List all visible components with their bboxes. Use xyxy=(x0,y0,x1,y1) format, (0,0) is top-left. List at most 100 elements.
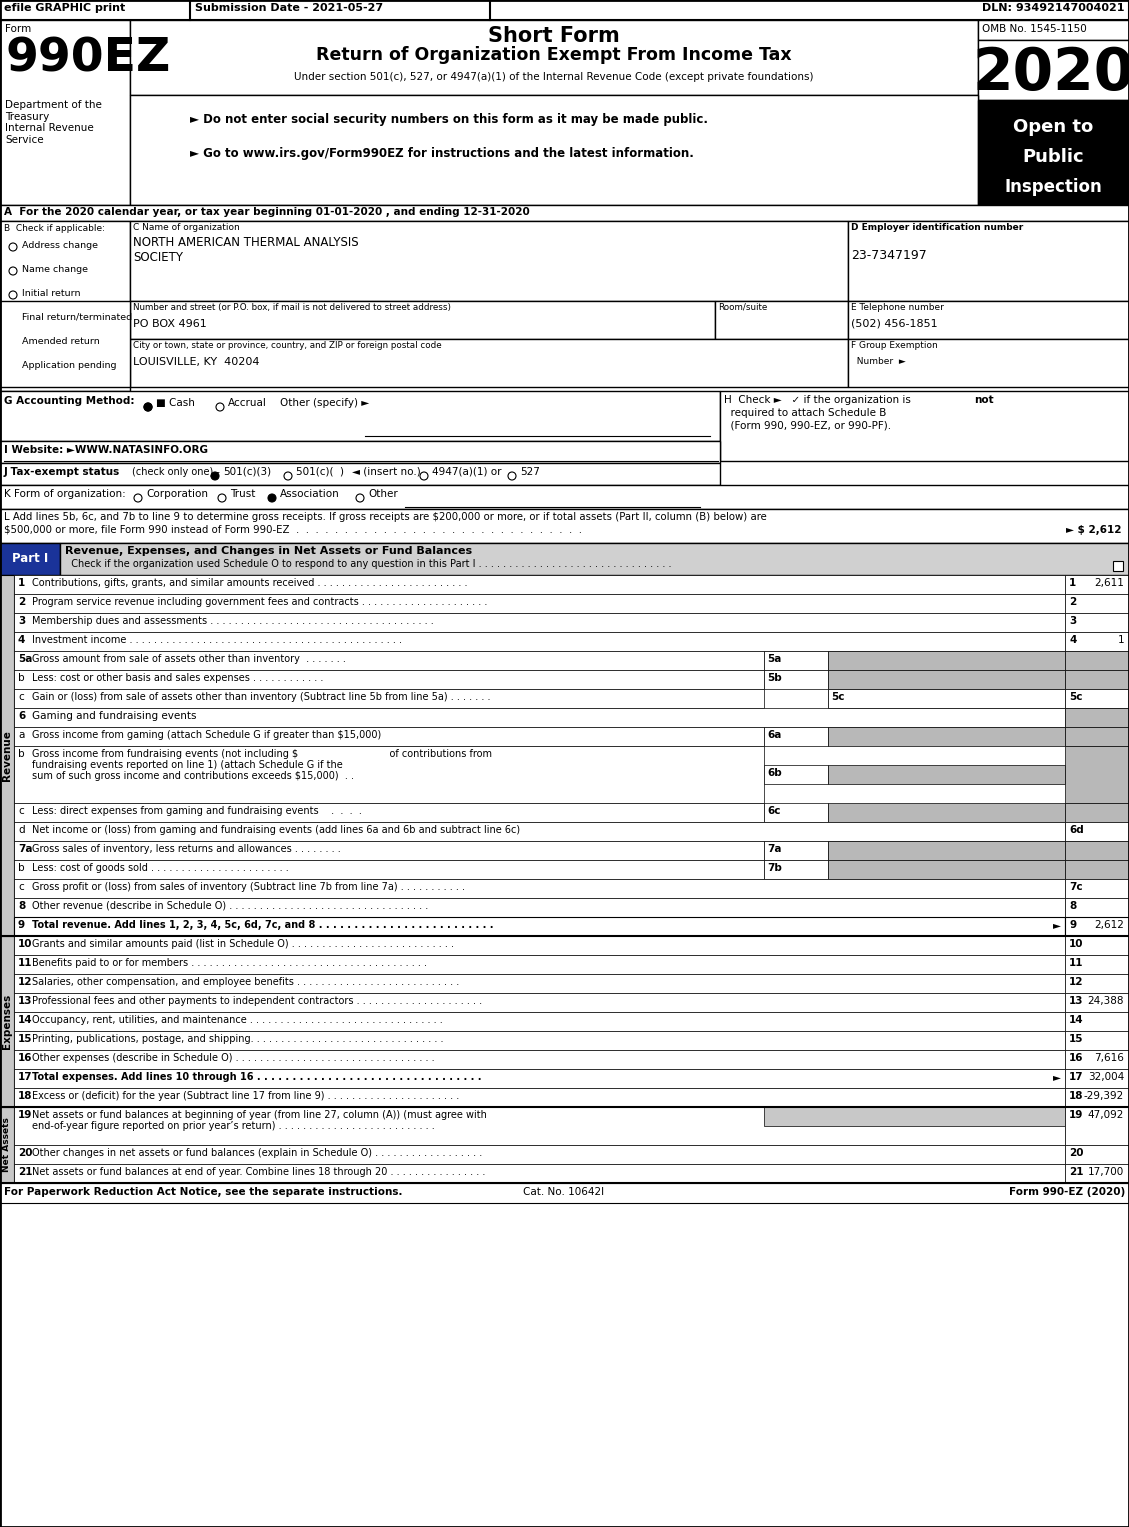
Text: 2,611: 2,611 xyxy=(1094,579,1124,588)
Text: Net assets or fund balances at end of year. Combine lines 18 through 20 . . . . : Net assets or fund balances at end of ye… xyxy=(32,1167,485,1177)
Bar xyxy=(828,651,1065,670)
Bar xyxy=(1065,860,1129,880)
Bar xyxy=(0,205,1129,221)
Text: b: b xyxy=(18,863,25,873)
Bar xyxy=(1065,576,1129,594)
Bar xyxy=(14,1145,1065,1164)
Bar xyxy=(828,803,1065,822)
Text: Net income or (loss) from gaming and fundraising events (add lines 6a and 6b and: Net income or (loss) from gaming and fun… xyxy=(32,825,520,835)
Text: Address change: Address change xyxy=(21,241,98,250)
Bar xyxy=(14,974,1065,993)
Text: Less: cost of goods sold . . . . . . . . . . . . . . . . . . . . . . .: Less: cost of goods sold . . . . . . . .… xyxy=(32,863,289,873)
Text: Less: direct expenses from gaming and fundraising events    .  .  .  .: Less: direct expenses from gaming and fu… xyxy=(32,806,362,815)
Bar xyxy=(828,765,1065,783)
Bar xyxy=(14,1069,1065,1089)
Text: Submission Date - 2021-05-27: Submission Date - 2021-05-27 xyxy=(195,3,383,14)
Text: 2,612: 2,612 xyxy=(1094,919,1124,930)
Circle shape xyxy=(268,495,275,502)
Bar xyxy=(764,841,828,860)
Text: Amended return: Amended return xyxy=(21,337,99,347)
Text: Initial return: Initial return xyxy=(21,289,80,298)
Bar xyxy=(848,339,1129,386)
Text: 6b: 6b xyxy=(767,768,781,777)
Text: 10: 10 xyxy=(1069,939,1084,948)
Bar xyxy=(14,576,1065,594)
Text: Form 990-EZ (2020): Form 990-EZ (2020) xyxy=(1008,1186,1124,1197)
Text: Program service revenue including government fees and contracts . . . . . . . . : Program service revenue including govern… xyxy=(32,597,488,608)
Bar xyxy=(764,651,828,670)
Bar xyxy=(0,486,1129,508)
Bar xyxy=(14,651,764,670)
Bar xyxy=(14,841,764,860)
Text: 15: 15 xyxy=(18,1034,33,1044)
Bar xyxy=(1065,1107,1129,1145)
Text: 1: 1 xyxy=(1069,579,1076,588)
Bar xyxy=(764,765,828,783)
Bar xyxy=(828,860,1065,880)
Bar xyxy=(0,463,720,486)
Text: 6d: 6d xyxy=(1069,825,1084,835)
Text: Salaries, other compensation, and employee benefits . . . . . . . . . . . . . . : Salaries, other compensation, and employ… xyxy=(32,977,460,986)
Text: 11: 11 xyxy=(1069,957,1084,968)
Text: 2: 2 xyxy=(1069,597,1076,608)
Text: 3: 3 xyxy=(1069,615,1076,626)
Text: LOUISVILLE, KY  40204: LOUISVILLE, KY 40204 xyxy=(133,357,260,366)
Text: Total revenue. Add lines 1, 2, 3, 4, 5c, 6d, 7c, and 8 . . . . . . . . . . . . .: Total revenue. Add lines 1, 2, 3, 4, 5c,… xyxy=(32,919,493,930)
Text: Room/suite: Room/suite xyxy=(718,302,768,312)
Circle shape xyxy=(145,403,152,411)
Text: b: b xyxy=(18,750,25,759)
Bar xyxy=(14,918,1065,936)
Bar xyxy=(14,709,1065,727)
Text: 17: 17 xyxy=(1069,1072,1084,1083)
Text: 10: 10 xyxy=(18,939,33,948)
Text: 13: 13 xyxy=(18,996,33,1006)
Text: 5a: 5a xyxy=(767,654,781,664)
Bar xyxy=(14,594,1065,612)
Text: 6: 6 xyxy=(18,712,25,721)
Bar xyxy=(60,544,1129,576)
Bar xyxy=(715,301,848,339)
Bar xyxy=(1065,822,1129,841)
Bar xyxy=(1065,1031,1129,1051)
Bar xyxy=(828,670,1065,689)
Text: 7,616: 7,616 xyxy=(1094,1054,1124,1063)
Text: (Form 990, 990-EZ, or 990-PF).: (Form 990, 990-EZ, or 990-PF). xyxy=(724,421,891,431)
Text: 21: 21 xyxy=(18,1167,33,1177)
Text: 7a: 7a xyxy=(18,844,33,854)
Bar xyxy=(14,727,764,747)
Text: a: a xyxy=(18,730,25,741)
Bar xyxy=(828,727,1065,747)
Text: Trust: Trust xyxy=(230,489,255,499)
Text: Inspection: Inspection xyxy=(1005,179,1102,195)
Bar xyxy=(1065,1012,1129,1031)
Text: Gross amount from sale of assets other than inventory  . . . . . . .: Gross amount from sale of assets other t… xyxy=(32,654,345,664)
Text: 5c: 5c xyxy=(831,692,844,702)
Text: Excess or (deficit) for the year (Subtract line 17 from line 9) . . . . . . . . : Excess or (deficit) for the year (Subtra… xyxy=(32,1090,460,1101)
Bar xyxy=(0,391,720,441)
Bar xyxy=(0,301,130,386)
Text: Cat. No. 10642I: Cat. No. 10642I xyxy=(524,1186,604,1197)
Text: Gross income from gaming (attach Schedule G if greater than $15,000): Gross income from gaming (attach Schedul… xyxy=(32,730,382,741)
Bar xyxy=(14,1089,1065,1107)
Text: B  Check if applicable:: B Check if applicable: xyxy=(5,224,105,234)
Text: 9: 9 xyxy=(1069,919,1076,930)
Bar xyxy=(0,0,1129,20)
Bar xyxy=(0,221,130,391)
Text: PO BOX 4961: PO BOX 4961 xyxy=(133,319,207,328)
Bar xyxy=(1065,841,1129,860)
Text: G Accounting Method:: G Accounting Method: xyxy=(5,395,134,406)
Bar xyxy=(0,544,60,576)
Text: b: b xyxy=(18,673,25,683)
Text: Other changes in net assets or fund balances (explain in Schedule O) . . . . . .: Other changes in net assets or fund bala… xyxy=(32,1148,482,1157)
Text: J Tax-exempt status: J Tax-exempt status xyxy=(5,467,121,476)
Text: 13: 13 xyxy=(1069,996,1084,1006)
Bar xyxy=(0,441,720,463)
Text: 17: 17 xyxy=(18,1072,33,1083)
Bar xyxy=(978,40,1129,99)
Text: For Paperwork Reduction Act Notice, see the separate instructions.: For Paperwork Reduction Act Notice, see … xyxy=(5,1186,403,1197)
Bar xyxy=(848,301,1129,339)
Bar xyxy=(828,689,1065,709)
Bar xyxy=(14,632,1065,651)
Text: (check only one) -: (check only one) - xyxy=(132,467,220,476)
Text: ►: ► xyxy=(1053,919,1061,930)
